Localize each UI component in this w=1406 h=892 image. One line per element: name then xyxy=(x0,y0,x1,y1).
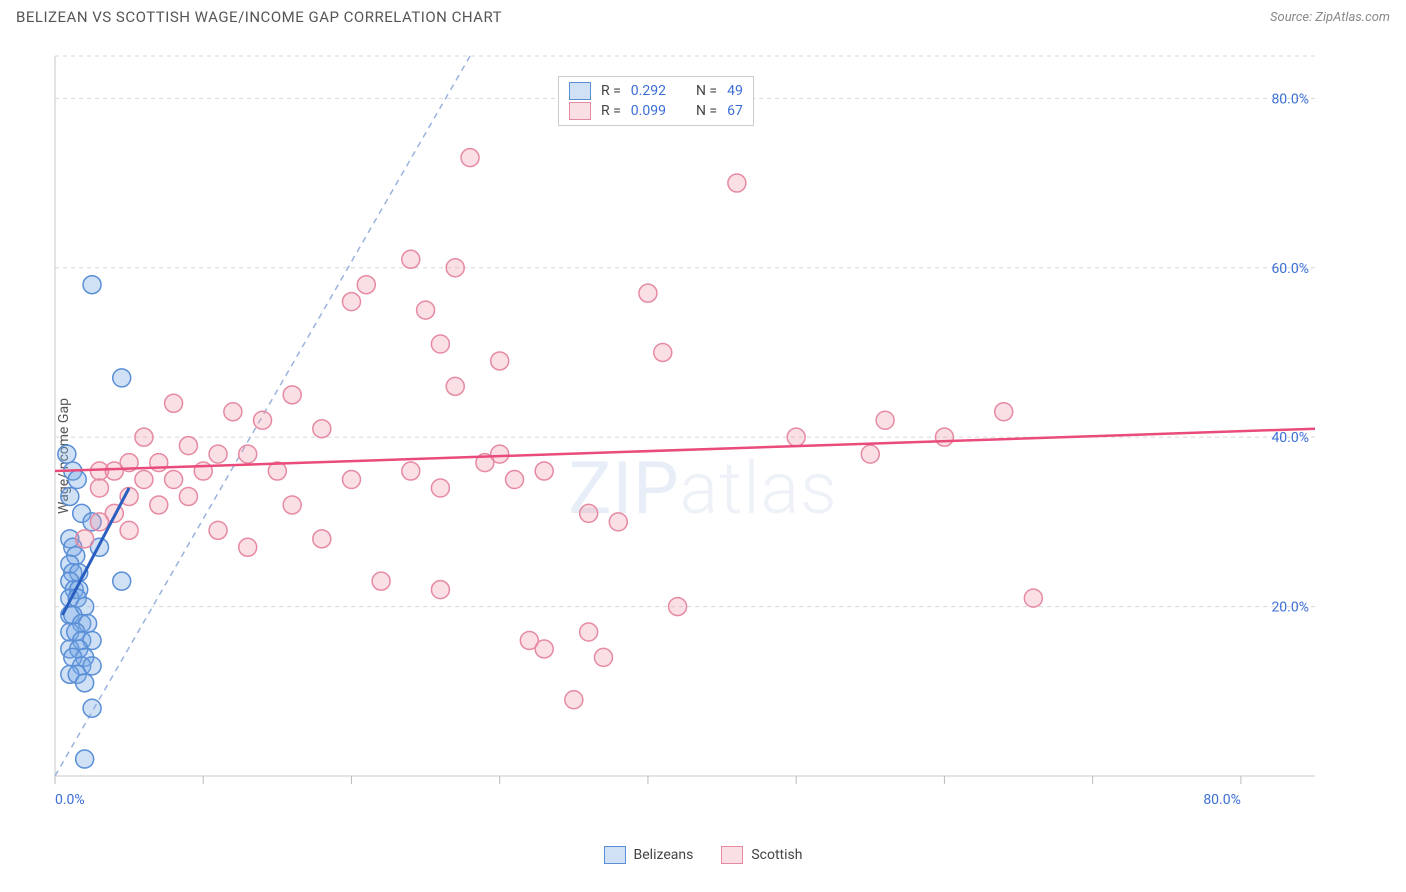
r-value-scottish: 0.099 xyxy=(631,103,666,119)
n-value-scottish: 67 xyxy=(727,103,743,119)
r-label: R = xyxy=(601,83,621,99)
legend-swatch-scottish xyxy=(569,102,591,120)
n-value-belizeans: 49 xyxy=(727,83,743,99)
legend-row-belizeans: R = 0.292 N = 49 xyxy=(569,81,743,101)
legend-swatch-belizeans xyxy=(569,82,591,100)
svg-text:80.0%: 80.0% xyxy=(1271,91,1309,107)
svg-text:20.0%: 20.0% xyxy=(1271,600,1309,616)
legend-item-scottish: Scottish xyxy=(721,846,802,864)
chart-title: BELIZEAN VS SCOTTISH WAGE/INCOME GAP COR… xyxy=(16,8,502,26)
n-label: N = xyxy=(696,103,717,119)
svg-text:0.0%: 0.0% xyxy=(55,792,85,808)
chart-area: Wage/Income Gap ZIPatlas 0.0%80.0%20.0%4… xyxy=(0,26,1406,886)
correlation-legend: R = 0.292 N = 49 R = 0.099 N = 67 xyxy=(558,76,754,126)
series-legend: Belizeans Scottish xyxy=(0,846,1406,864)
svg-text:40.0%: 40.0% xyxy=(1271,430,1309,446)
legend-item-belizeans: Belizeans xyxy=(604,846,694,864)
n-label: N = xyxy=(696,83,717,99)
r-value-belizeans: 0.292 xyxy=(631,83,666,99)
scatter-plot: 0.0% 80.0% 20.0% 40.0% 60.0% 80.0% xyxy=(50,46,1370,826)
legend-label-scottish: Scottish xyxy=(751,847,802,863)
legend-swatch-belizeans xyxy=(604,846,626,864)
svg-text:80.0%: 80.0% xyxy=(1203,792,1241,808)
legend-swatch-scottish xyxy=(721,846,743,864)
r-label: R = xyxy=(601,103,621,119)
chart-header: BELIZEAN VS SCOTTISH WAGE/INCOME GAP COR… xyxy=(0,0,1406,26)
source-attribution: Source: ZipAtlas.com xyxy=(1270,10,1390,25)
legend-row-scottish: R = 0.099 N = 67 xyxy=(569,101,743,121)
legend-label-belizeans: Belizeans xyxy=(634,847,694,863)
svg-text:60.0%: 60.0% xyxy=(1271,261,1309,277)
